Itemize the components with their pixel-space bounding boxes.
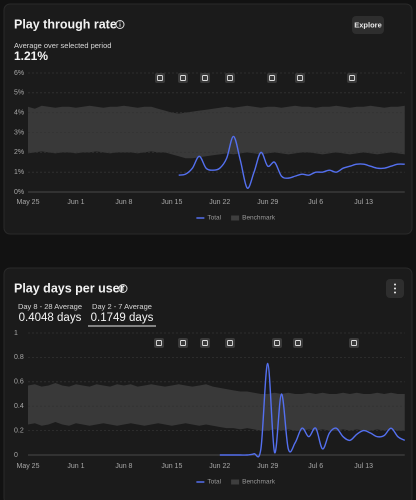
x-tick-label: May 25 <box>17 199 40 206</box>
x-tick-label: Jun 1 <box>67 463 84 470</box>
x-tick-label: Jun 22 <box>209 463 230 470</box>
tab-label[interactable]: Day 8 - 28 Average <box>18 302 82 311</box>
marker-box <box>154 338 164 348</box>
marker-glyph <box>180 75 186 81</box>
x-tick-label: Jun 29 <box>257 199 278 206</box>
marker-glyph <box>202 75 208 81</box>
legend-swatch <box>231 215 240 221</box>
marker-glyph <box>180 340 186 346</box>
x-tick-label: Jun 1 <box>67 199 84 206</box>
marker-glyph <box>227 75 233 81</box>
marker-glyph <box>202 340 208 346</box>
tab-value[interactable]: 0.4048 days <box>19 312 82 324</box>
card-title: Play through rate <box>14 17 117 31</box>
y-tick-label: 0 <box>14 452 18 459</box>
annotation-marker[interactable] <box>272 338 282 348</box>
y-tick-label: 0% <box>14 189 24 196</box>
marker-box <box>200 338 210 348</box>
x-tick-label: Jul 13 <box>354 199 373 206</box>
marker-glyph <box>156 340 162 346</box>
y-tick-label: 0.8 <box>14 354 24 361</box>
legend-label: Total <box>207 215 221 222</box>
y-tick-label: 0.4 <box>14 403 24 410</box>
marker-box <box>178 338 188 348</box>
marker-box <box>272 338 282 348</box>
annotation-marker[interactable] <box>178 338 188 348</box>
x-tick-label: May 25 <box>17 463 40 470</box>
y-tick-label: 4% <box>14 110 24 117</box>
annotation-marker[interactable] <box>178 73 188 83</box>
annotation-marker[interactable] <box>347 73 357 83</box>
annotation-marker[interactable] <box>154 338 164 348</box>
benchmark-band <box>28 105 405 159</box>
caption: Average over selected period <box>14 41 111 50</box>
x-tick-label: Jul 6 <box>308 463 323 470</box>
marker-glyph <box>227 340 233 346</box>
marker-glyph <box>157 75 163 81</box>
marker-box <box>347 73 357 83</box>
y-tick-label: 1 <box>14 330 18 337</box>
marker-glyph <box>349 75 355 81</box>
y-tick-label: 0.6 <box>14 379 24 386</box>
y-tick-label: 1% <box>14 169 24 176</box>
legend-label: Benchmark <box>242 215 276 222</box>
y-tick-label: 3% <box>14 129 24 136</box>
marker-glyph <box>274 340 280 346</box>
marker-box <box>225 338 235 348</box>
marker-glyph <box>295 340 301 346</box>
x-tick-label: Jul 6 <box>308 199 323 206</box>
x-tick-label: Jun 22 <box>209 199 230 206</box>
annotation-markers <box>154 73 359 348</box>
info-icon[interactable] <box>115 20 125 29</box>
total-line <box>219 362 406 458</box>
legend-label: Benchmark <box>242 479 276 486</box>
x-tick-label: Jun 29 <box>257 463 278 470</box>
metric-value: 1.21% <box>14 49 48 63</box>
marker-box <box>200 73 210 83</box>
button-label[interactable]: Explore <box>354 20 382 29</box>
y-tick-label: 2% <box>14 149 24 156</box>
total-line <box>178 135 405 189</box>
marker-box <box>349 338 359 348</box>
y-tick-label: 5% <box>14 90 24 97</box>
card-title: Play days per user <box>14 281 125 295</box>
annotation-marker[interactable] <box>267 73 277 83</box>
marker-box <box>267 73 277 83</box>
annotation-marker[interactable] <box>225 73 235 83</box>
annotation-marker[interactable] <box>293 338 303 348</box>
x-tick-label: Jun 15 <box>161 463 182 470</box>
x-tick-label: Jul 13 <box>354 463 373 470</box>
marker-box <box>225 73 235 83</box>
info-icon[interactable] <box>118 284 128 293</box>
x-tick-label: Jun 8 <box>115 463 132 470</box>
marker-glyph <box>351 340 357 346</box>
benchmark-band <box>28 383 405 431</box>
tab-label[interactable]: Day 2 - 7 Average <box>92 302 152 311</box>
y-tick-label: 6% <box>14 70 24 77</box>
annotation-marker[interactable] <box>349 338 359 348</box>
marker-box <box>178 73 188 83</box>
annotation-marker[interactable] <box>295 73 305 83</box>
y-tick-label: 0.2 <box>14 427 24 434</box>
marker-glyph <box>269 75 275 81</box>
annotation-marker[interactable] <box>225 338 235 348</box>
x-tick-label: Jun 15 <box>161 199 182 206</box>
legend-swatch <box>231 479 240 485</box>
annotation-marker[interactable] <box>200 338 210 348</box>
x-tick-label: Jun 8 <box>115 199 132 206</box>
marker-box <box>293 338 303 348</box>
marker-box <box>295 73 305 83</box>
tab-value[interactable]: 0.1749 days <box>91 312 154 324</box>
annotation-marker[interactable] <box>200 73 210 83</box>
explore-button[interactable] <box>352 16 384 34</box>
menu-button[interactable] <box>386 279 404 298</box>
annotation-marker[interactable] <box>155 73 165 83</box>
marker-glyph <box>297 75 303 81</box>
marker-box <box>155 73 165 83</box>
legend-label: Total <box>207 479 221 486</box>
